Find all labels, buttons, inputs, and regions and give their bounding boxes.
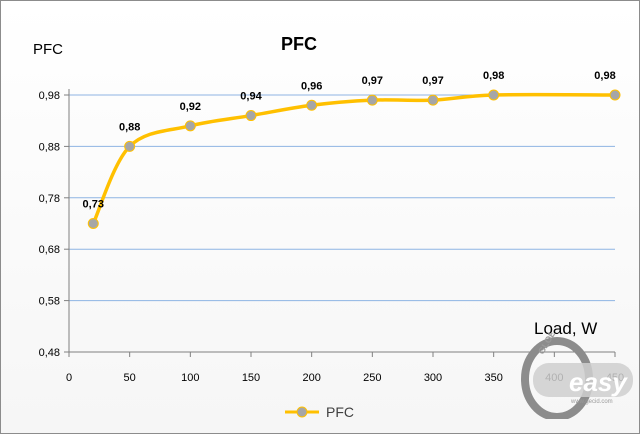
y-tick-label-2: 0,68 <box>39 244 60 256</box>
series-pfc <box>87 89 621 229</box>
x-tick-label-0: 0 <box>66 372 72 384</box>
data-point-2 <box>184 120 196 132</box>
legend-label-pfc: PFC <box>326 404 354 420</box>
y-tick-label-1: 0,58 <box>39 296 60 308</box>
x-tick-label-4: 200 <box>302 372 320 384</box>
y-axis-title: PFC <box>33 41 63 58</box>
gridlines <box>69 94 615 302</box>
x-tick-label-6: 300 <box>424 372 442 384</box>
data-point-5 <box>366 94 378 106</box>
axes <box>64 89 616 357</box>
x-tick-label-5: 250 <box>363 372 381 384</box>
y-tick-label-3: 0,78 <box>39 193 60 205</box>
x-tick-label-7: 350 <box>484 372 502 384</box>
legend-marker-swatch <box>296 406 308 418</box>
data-label-5: 0,97 <box>362 75 383 87</box>
chart-title: PFC <box>281 34 317 54</box>
data-point-8 <box>609 89 621 101</box>
x-tick-label-2: 100 <box>181 372 199 384</box>
y-tick-label-0: 0,48 <box>39 347 60 359</box>
data-point-3 <box>245 110 257 122</box>
data-label-7: 0,98 <box>483 70 504 82</box>
data-point-6 <box>427 94 439 106</box>
data-point-7 <box>488 89 500 101</box>
data-label-0: 0,73 <box>83 199 104 211</box>
data-point-4 <box>306 99 318 111</box>
x-axis-title: Load, W <box>534 319 597 338</box>
y-tick-labels: 0,48 0,58 0,68 0,78 0,88 0,98 <box>39 90 60 359</box>
data-point-1 <box>124 140 136 152</box>
legend: PFC <box>285 404 354 420</box>
data-label-2: 0,92 <box>180 101 201 113</box>
x-tick-label-1: 50 <box>124 372 136 384</box>
x-tick-label-8: 400 <box>545 372 563 384</box>
x-tick-label-9: 450 <box>606 372 624 384</box>
series-line-pfc <box>91 92 616 225</box>
data-label-3: 0,94 <box>240 91 262 103</box>
data-label-8: 0,98 <box>594 70 615 82</box>
data-point-0 <box>87 218 99 229</box>
data-labels: 0,73 0,88 0,92 0,94 0,96 0,97 0,97 0,98 0,98 <box>83 70 616 211</box>
x-tick-labels: 0 50 100 150 200 250 300 350 400 450 <box>66 372 624 384</box>
data-label-4: 0,96 <box>301 80 322 92</box>
data-label-1: 0,88 <box>119 121 140 133</box>
y-tick-label-5: 0,98 <box>39 90 60 102</box>
data-label-6: 0,97 <box>422 75 443 87</box>
y-tick-label-4: 0,88 <box>39 141 60 153</box>
x-tick-label-3: 150 <box>242 372 260 384</box>
